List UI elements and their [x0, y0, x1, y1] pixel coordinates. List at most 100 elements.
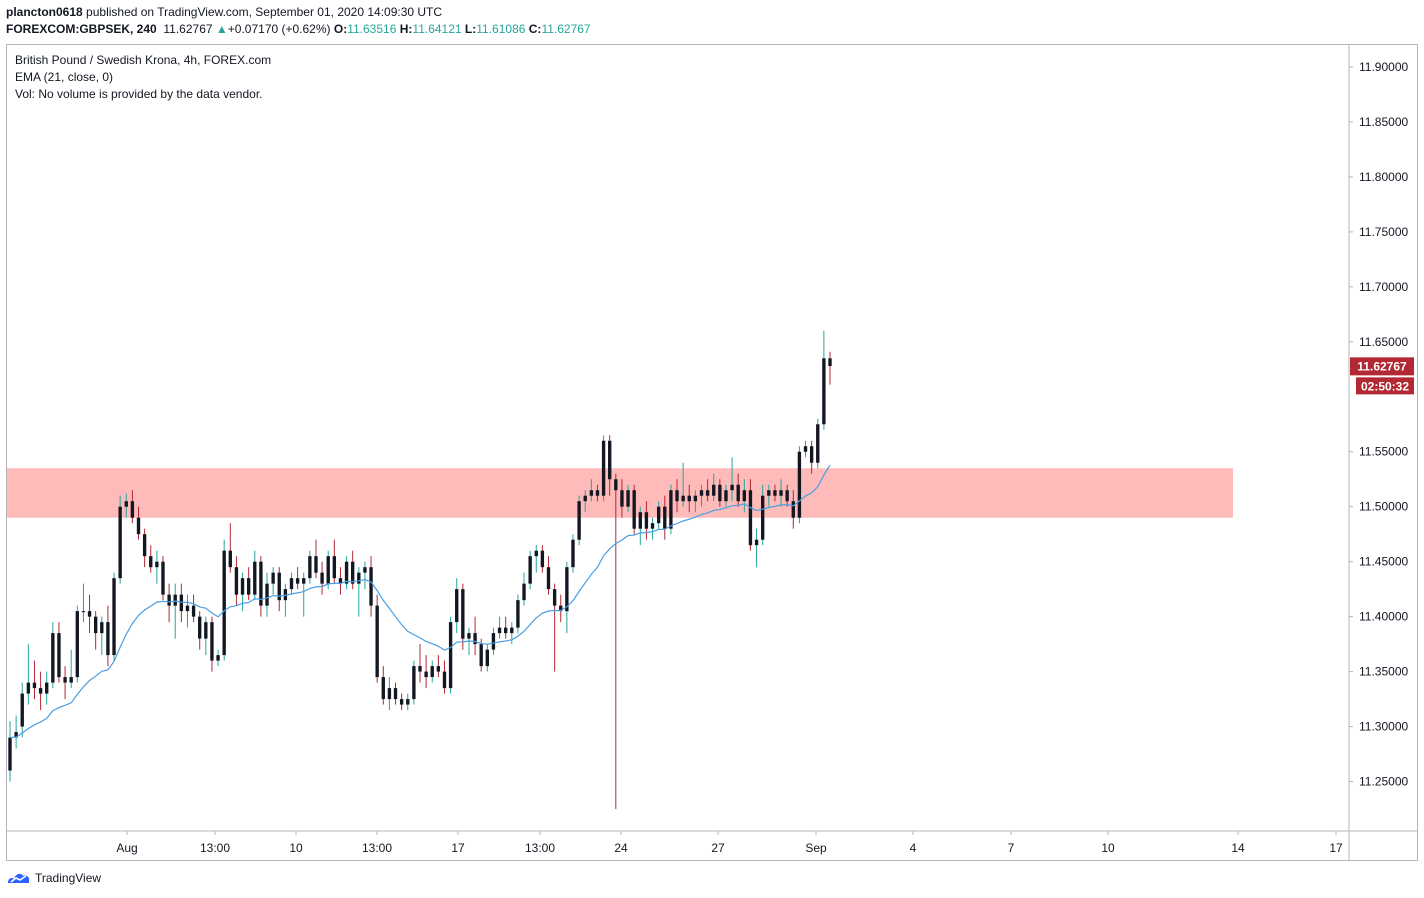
- candle-body[interactable]: [93, 616, 98, 634]
- candle-body[interactable]: [797, 451, 802, 518]
- candle-body[interactable]: [246, 578, 251, 595]
- candle-body[interactable]: [326, 556, 330, 584]
- legend-volume[interactable]: Vol: No volume is provided by the data v…: [15, 87, 263, 101]
- candle-body[interactable]: [142, 534, 147, 557]
- candle-body[interactable]: [528, 556, 532, 584]
- candle-body[interactable]: [522, 583, 526, 601]
- candle-body[interactable]: [253, 561, 257, 595]
- candle-body[interactable]: [571, 539, 575, 568]
- candle-body[interactable]: [338, 578, 343, 584]
- candle-body[interactable]: [185, 605, 190, 612]
- candle-body[interactable]: [767, 490, 771, 496]
- candle-body[interactable]: [289, 578, 294, 590]
- candle-body[interactable]: [503, 627, 508, 634]
- candle-body[interactable]: [491, 633, 496, 650]
- candle-body[interactable]: [130, 501, 135, 518]
- candle-body[interactable]: [179, 594, 184, 612]
- candle-body[interactable]: [681, 495, 685, 502]
- candle-body[interactable]: [173, 594, 177, 606]
- candle-body[interactable]: [198, 616, 202, 639]
- candle-body[interactable]: [228, 550, 232, 568]
- candle-body[interactable]: [81, 611, 86, 613]
- candle-body[interactable]: [124, 501, 128, 507]
- candle-body[interactable]: [399, 699, 404, 705]
- candle-body[interactable]: [375, 605, 379, 678]
- candle-body[interactable]: [100, 622, 104, 634]
- candle-body[interactable]: [687, 495, 691, 502]
- candle-body[interactable]: [406, 699, 410, 705]
- candle-body[interactable]: [626, 490, 630, 507]
- candle-body[interactable]: [418, 666, 422, 672]
- candle-body[interactable]: [363, 567, 367, 573]
- candle-body[interactable]: [485, 649, 489, 667]
- candle-body[interactable]: [785, 490, 789, 502]
- candle-body[interactable]: [38, 688, 43, 694]
- candle-body[interactable]: [736, 484, 740, 502]
- candle-body[interactable]: [552, 589, 557, 606]
- candle-body[interactable]: [705, 490, 710, 496]
- candle-body[interactable]: [32, 682, 37, 689]
- candle-body[interactable]: [473, 633, 477, 645]
- candle-body[interactable]: [448, 622, 453, 689]
- candle-body[interactable]: [14, 732, 18, 738]
- candle-body[interactable]: [387, 688, 392, 700]
- candle-body[interactable]: [442, 671, 447, 689]
- tradingview-brand[interactable]: TradingView: [7, 871, 101, 885]
- candle-body[interactable]: [204, 622, 208, 639]
- candle-body[interactable]: [332, 556, 337, 579]
- candle-body[interactable]: [87, 611, 92, 617]
- candle-body[interactable]: [351, 561, 355, 584]
- candle-body[interactable]: [302, 578, 306, 584]
- candle-body[interactable]: [565, 567, 569, 612]
- candle-body[interactable]: [461, 589, 465, 639]
- candle-body[interactable]: [589, 490, 594, 496]
- candle-body[interactable]: [271, 572, 275, 584]
- candle-body[interactable]: [118, 506, 122, 579]
- candle-body[interactable]: [663, 506, 667, 529]
- candle-body[interactable]: [344, 561, 349, 584]
- candle-body[interactable]: [295, 578, 300, 584]
- candle-body[interactable]: [222, 550, 226, 656]
- candle-body[interactable]: [369, 567, 373, 606]
- candle-body[interactable]: [455, 589, 459, 623]
- candle-body[interactable]: [638, 512, 642, 529]
- candle-body[interactable]: [540, 550, 545, 568]
- candle-body[interactable]: [161, 561, 165, 595]
- candle-body[interactable]: [595, 490, 600, 496]
- candle-body[interactable]: [45, 682, 49, 694]
- candle-body[interactable]: [748, 490, 753, 546]
- candle-body[interactable]: [828, 358, 832, 366]
- candle-body[interactable]: [155, 561, 159, 568]
- candle-body[interactable]: [412, 666, 416, 700]
- candle-body[interactable]: [761, 495, 765, 540]
- candle-body[interactable]: [577, 501, 581, 540]
- candle-body[interactable]: [693, 495, 698, 502]
- candle-body[interactable]: [112, 578, 116, 656]
- candle-body[interactable]: [675, 490, 679, 502]
- candle-body[interactable]: [26, 682, 31, 694]
- candle-body[interactable]: [656, 506, 661, 524]
- candle-body[interactable]: [718, 484, 722, 502]
- candle-body[interactable]: [381, 677, 385, 700]
- candle-body[interactable]: [516, 600, 520, 628]
- candle-body[interactable]: [424, 671, 428, 678]
- candle-body[interactable]: [608, 440, 612, 480]
- candle-body[interactable]: [559, 605, 563, 612]
- candle-body[interactable]: [467, 633, 471, 639]
- candle-body[interactable]: [51, 633, 55, 683]
- candle-body[interactable]: [650, 523, 655, 529]
- candle-body[interactable]: [216, 655, 220, 661]
- candle-body[interactable]: [167, 594, 171, 606]
- candle-body[interactable]: [724, 490, 728, 502]
- candle-body[interactable]: [430, 666, 434, 678]
- candle-body[interactable]: [136, 517, 141, 535]
- support-resistance-zone[interactable]: [7, 468, 1233, 518]
- candle-body[interactable]: [20, 693, 24, 727]
- candle-body[interactable]: [8, 737, 12, 771]
- candle-body[interactable]: [436, 666, 441, 672]
- candle-body[interactable]: [632, 490, 636, 529]
- candle-body[interactable]: [283, 589, 288, 601]
- candle-body[interactable]: [234, 567, 239, 595]
- candle-body[interactable]: [308, 556, 312, 579]
- candle-body[interactable]: [393, 688, 398, 700]
